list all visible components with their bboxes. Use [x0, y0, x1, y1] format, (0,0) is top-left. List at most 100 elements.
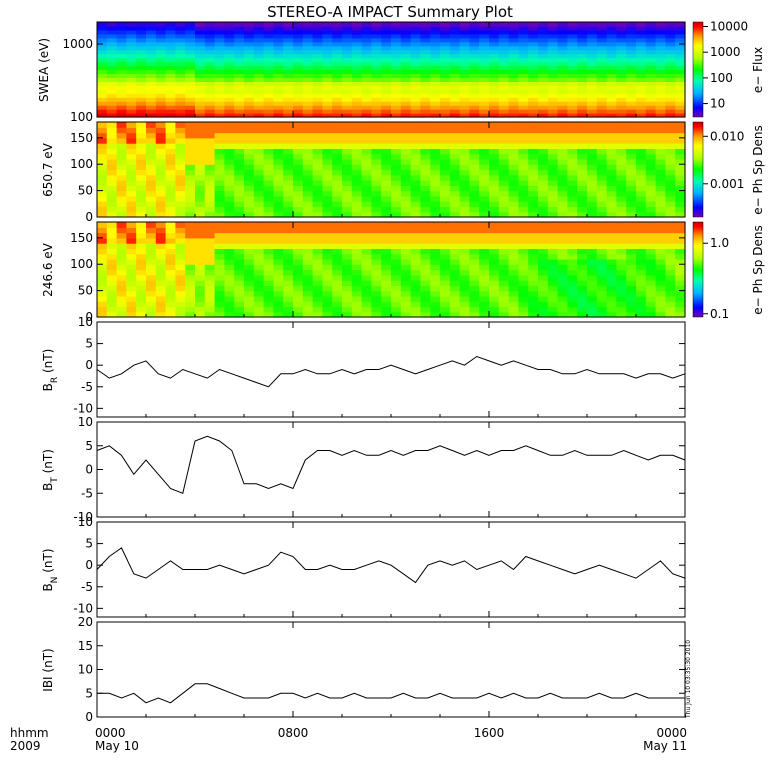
pad246-cell [283, 295, 294, 302]
swea-cell [655, 109, 666, 114]
pad246-cell [97, 311, 108, 318]
pad650-cell [371, 164, 382, 171]
pad246-cell [616, 264, 627, 271]
pad246-cell [195, 248, 206, 255]
pad650-cell [371, 127, 382, 134]
swea-cell [665, 49, 676, 55]
swea-cell [498, 77, 510, 82]
pad650-cell [440, 190, 451, 197]
swea-cell [185, 97, 196, 102]
pad650-cell [136, 206, 147, 213]
pad650-cell [283, 180, 294, 186]
pad650-cell [606, 195, 617, 202]
pad650-cell [547, 158, 559, 165]
swea-cell [675, 109, 686, 114]
swea-cell [312, 109, 323, 114]
pad246-cell [567, 248, 578, 255]
pad650-cell [469, 137, 480, 144]
swea-cell [351, 113, 363, 118]
pad246-cell [577, 264, 588, 271]
swea-cell [557, 97, 568, 102]
pad246-cell [410, 248, 421, 255]
swea-cell [195, 89, 206, 94]
swea-cell [136, 113, 147, 118]
swea-cell [645, 33, 657, 39]
pad246-cell [273, 269, 284, 276]
pad650-cell [440, 122, 451, 128]
pad246-cell [577, 285, 588, 292]
pad650-cell [665, 206, 676, 213]
swea-cell [440, 65, 451, 71]
pad650-cell [175, 169, 186, 176]
swea-cell [126, 97, 137, 102]
pad246-cell [224, 290, 235, 297]
swea-cell [195, 73, 206, 79]
pad650-cell [479, 137, 490, 144]
pad650-cell [675, 137, 686, 144]
swea-cell [244, 77, 255, 82]
pad246-cell [332, 301, 343, 308]
pad246-cell [430, 222, 441, 228]
pad246-cell [675, 232, 686, 239]
pad246-cell [136, 306, 147, 313]
pad246-cell [116, 301, 127, 308]
pad246-cell [155, 280, 167, 286]
pad650-cell [312, 153, 323, 160]
pad246-cell [675, 253, 686, 260]
swea-cell [253, 37, 265, 43]
pad650-cell [116, 190, 127, 197]
pad650-cell [361, 153, 372, 160]
swea-cell [508, 97, 519, 102]
pad650-cell [675, 158, 686, 165]
swea-cell [518, 113, 529, 118]
swea-cell [420, 77, 431, 82]
pad650-cell [332, 132, 343, 139]
pad650-cell [175, 190, 186, 197]
pad246-ylabel: 246.6 eV [41, 242, 55, 297]
pad246-cell [518, 258, 529, 265]
pad650-cell [498, 211, 510, 218]
pad246-cell [97, 274, 108, 281]
pad246-cell [430, 295, 441, 302]
pad650-cell [596, 180, 608, 186]
swea-cell [97, 113, 108, 118]
swea-cell [587, 97, 598, 102]
swea-cell [244, 53, 255, 59]
swea-cell [655, 105, 666, 110]
swea-cell [381, 37, 392, 43]
time-tick-label: 0800 [278, 726, 309, 740]
swea-cell [195, 61, 206, 67]
pad650-cell [665, 148, 676, 155]
swea-cell [351, 33, 363, 39]
pad246-cell [381, 280, 392, 286]
pad650-cell [400, 169, 412, 176]
swea-cell [440, 45, 451, 51]
pad650-cell [106, 185, 118, 192]
swea-cell [146, 45, 157, 51]
swea-cell [146, 69, 157, 75]
pad650-cell [204, 201, 216, 208]
pad650-cell [479, 185, 490, 192]
swea-cell [234, 53, 245, 59]
pad246-cell [606, 222, 617, 228]
pad246-cell [146, 237, 157, 244]
pad246-cell [420, 227, 431, 234]
pad650-cell [322, 180, 333, 186]
pad650-cell [234, 185, 245, 192]
swea-cell [312, 69, 323, 75]
pad650-cell [234, 190, 245, 197]
pad246-cell [538, 311, 549, 318]
pad246-cell [263, 222, 274, 228]
pad650-cell [645, 206, 657, 213]
pad246-cell [293, 311, 304, 318]
swea-cell [675, 25, 686, 31]
swea-cell [675, 61, 686, 67]
swea-cell [557, 85, 568, 90]
swea-cell [322, 29, 333, 35]
swea-cell [302, 89, 314, 94]
pad650-cell [234, 164, 245, 171]
pad650-cell [420, 190, 431, 197]
swea-cell [449, 37, 461, 43]
swea-cell [538, 101, 549, 106]
swea-cell [645, 41, 657, 47]
